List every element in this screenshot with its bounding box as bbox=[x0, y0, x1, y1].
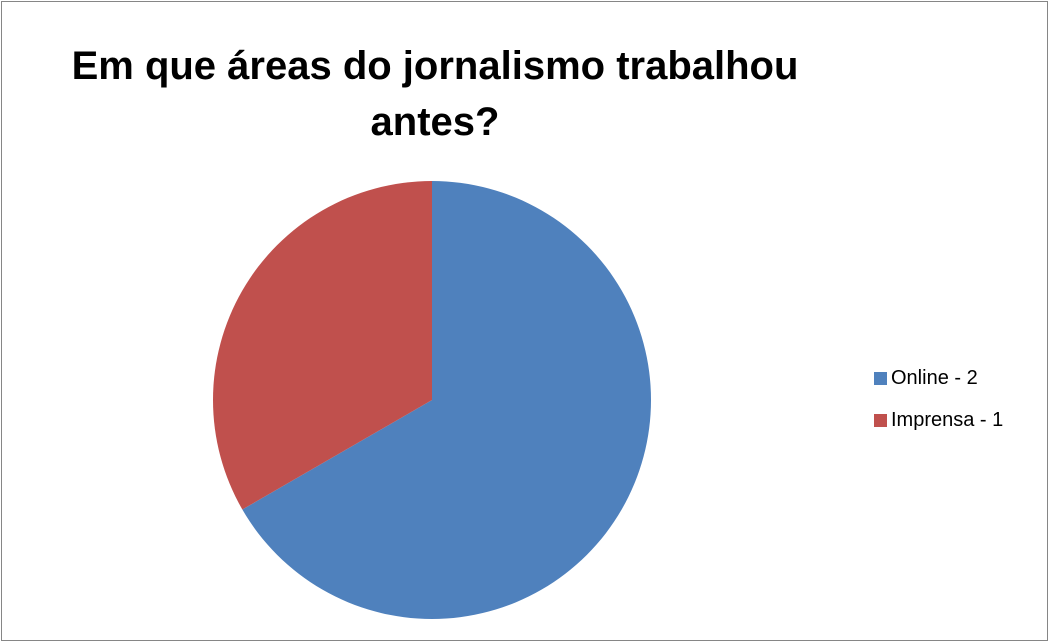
legend-label-imprensa: Imprensa - 1 bbox=[891, 408, 1004, 431]
pie-slice-online bbox=[242, 181, 651, 619]
legend: Online - 2 Imprensa - 1 bbox=[874, 365, 1003, 449]
legend-item-online: Online - 2 bbox=[874, 365, 1003, 391]
pie-slices bbox=[212, 181, 651, 619]
legend-swatch-online bbox=[874, 371, 887, 385]
legend-item-imprensa: Imprensa - 1 bbox=[874, 407, 1003, 433]
pie-slice-imprensa bbox=[212, 181, 432, 510]
legend-swatch-imprensa bbox=[874, 413, 887, 427]
legend-label-online: Online - 2 bbox=[891, 366, 978, 389]
chart-title: Em que áreas do jornalismo trabalhou ant… bbox=[71, 44, 799, 144]
